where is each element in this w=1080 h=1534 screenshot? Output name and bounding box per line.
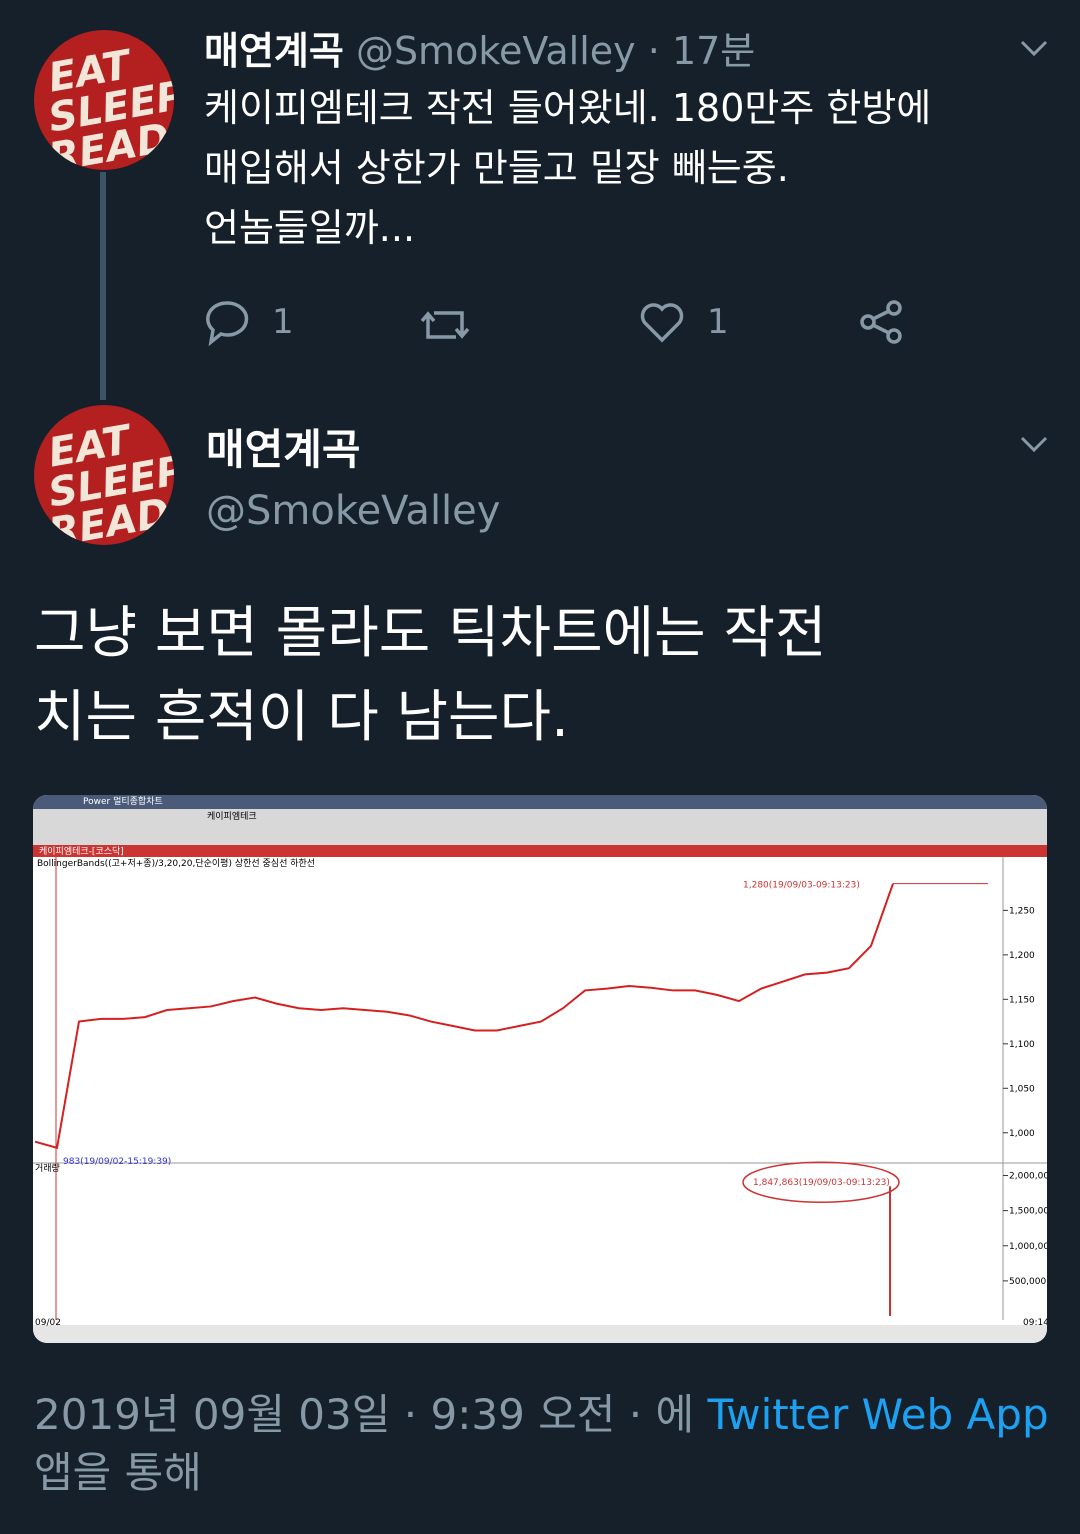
window-title: Power 멀티종합차트 [83,795,163,807]
tweet-header: 매연계곡 @SmokeValley · 17분 [204,20,755,75]
image-bg [33,795,1047,1343]
via-suffix: 앱을 통해 [34,1448,202,1497]
text-line: 매입해서 상한가 만들고 밑장 빼는중. [204,146,789,190]
tweet-meta: 2019년 09월 03일 · 9:39 오전 · 에 Twitter Web … [34,1386,1049,1502]
y-tick-label: 1,000 [1009,1129,1035,1139]
panel-bar [33,845,1047,857]
annotation: 1,847,863(19/09/03-09:13:23) [753,1178,890,1188]
separator: · [403,1390,418,1439]
text-line: 언놈들일까... [204,206,416,250]
volume-title: 거래량 [35,1162,60,1174]
menu-caret[interactable] [1018,36,1050,60]
avatar[interactable]: EAT SLEEP READ [34,405,174,545]
author[interactable]: 매연계곡 [204,29,344,73]
menu-caret[interactable] [1018,432,1050,456]
y2-tick-label: 1,000,000 [1009,1242,1047,1252]
y-tick-label: 1,100 [1009,1040,1035,1050]
scrollbar [33,1325,1047,1343]
tweet-image[interactable]: Power 멀티종합차트 케이피엠테크 케이피엠테크-[코스닥] Bolling… [33,795,1047,1343]
retweet-button[interactable] [420,311,470,339]
reply-button[interactable] [206,301,249,347]
title-bar [33,795,1047,809]
share-button[interactable] [860,300,902,344]
toolbar [33,809,1047,849]
separator: · [628,1390,643,1439]
y2-tick-label: 2,000,000 [1009,1172,1047,1182]
panel-title: 케이피엠테크-[코스닥] [39,845,124,857]
like-count: 1 [707,302,729,342]
date: 2019년 09월 03일 [34,1390,391,1439]
separator: · [647,29,660,73]
y-tick-label: 1,250 [1009,906,1035,916]
y2-tick-label: 500,000 [1009,1277,1046,1287]
annotation: 983(19/09/02-15:19:39) [63,1157,171,1167]
highlight [742,1161,900,1203]
handle[interactable]: @SmokeValley [206,488,501,534]
y-tick-label: 1,050 [1009,1084,1035,1094]
clock: 9:39 오전 [430,1390,616,1439]
time[interactable]: 17분 [671,29,756,73]
actions [206,300,902,347]
stock-name: 케이피엠테크 [207,810,257,822]
y2-tick-label: 1,500,000 [1009,1207,1047,1217]
avatar[interactable]: EAT SLEEP READ [34,30,174,170]
y-tick-label: 1,200 [1009,951,1035,961]
like-button[interactable] [640,303,684,343]
annotation: 1,280(19/09/03-09:13:23) [743,881,860,891]
indicator: BollingerBands((고+저+종)/3,20,20,단순이평) 상한선… [37,858,315,869]
handle[interactable]: @SmokeValley [355,29,636,73]
text-line: 케이피엠테크 작전 들어왔네. 180만주 한방에 [204,86,932,130]
reply-count: 1 [272,302,294,342]
author[interactable]: 매연계곡 [206,425,361,474]
thread-line [100,172,106,400]
x-end: 09:14 [1023,1318,1047,1328]
x-start: 09/02 [35,1318,61,1328]
text-line: 치는 흔적이 다 남는다. [34,685,569,750]
price-line [34,883,894,1150]
text-line: 그냥 보면 몰라도 틱차트에는 작전 [34,601,827,666]
via-prefix: 에 [655,1390,695,1439]
source-link[interactable]: Twitter Web App [707,1390,1049,1439]
y-tick-label: 1,150 [1009,995,1035,1005]
